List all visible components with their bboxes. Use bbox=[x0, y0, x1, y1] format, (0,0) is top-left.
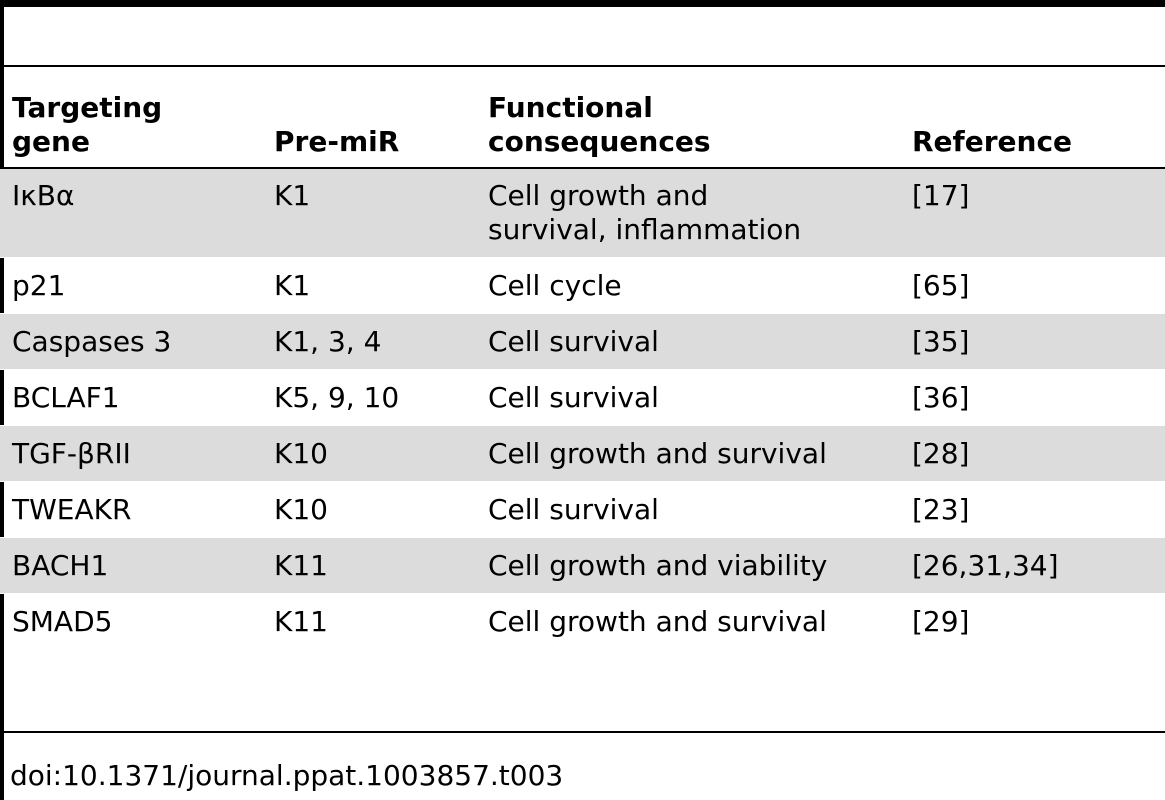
cell-pre-mir: K1 bbox=[274, 179, 311, 212]
cell-consequence: Cell growth and viability bbox=[488, 548, 828, 582]
table-row: SMAD5 K11 Cell growth and survival [29] bbox=[0, 593, 1165, 649]
cell-gene: IκBα bbox=[12, 179, 75, 212]
table-row: p21 K1 Cell cycle [65] bbox=[0, 257, 1165, 313]
cell-pre-mir: K11 bbox=[274, 548, 328, 582]
cell-gene: BACH1 bbox=[12, 548, 109, 582]
cell-reference: [35] bbox=[912, 324, 970, 358]
cell-pre-mir: K11 bbox=[274, 604, 328, 638]
top-rule bbox=[0, 0, 1165, 7]
cell-reference: [23] bbox=[912, 492, 970, 526]
header-reference: Reference bbox=[912, 125, 1073, 158]
table-row: TGF-βRII K10 Cell growth and survival [2… bbox=[0, 425, 1165, 481]
cell-reference: [29] bbox=[912, 604, 970, 638]
cell-reference: [28] bbox=[912, 436, 970, 470]
cell-pre-mir: K5, 9, 10 bbox=[274, 380, 400, 414]
cell-gene: TGF-βRII bbox=[12, 436, 131, 470]
left-border bbox=[0, 0, 4, 800]
header-functional-consequences: Functional consequences bbox=[488, 91, 711, 158]
table-row: BCLAF1 K5, 9, 10 Cell survival [36] bbox=[0, 369, 1165, 425]
cell-gene: BCLAF1 bbox=[12, 380, 120, 414]
header-top-rule bbox=[0, 65, 1165, 67]
cell-consequence: Cell growth and survival bbox=[488, 604, 827, 638]
table-row: TWEAKR K10 Cell survival [23] bbox=[0, 481, 1165, 537]
cell-consequence: Cell survival bbox=[488, 324, 659, 358]
table-bottom-rule bbox=[0, 731, 1165, 733]
cell-gene: p21 bbox=[12, 268, 66, 302]
table-row: Caspases 3 K1, 3, 4 Cell survival [35] bbox=[0, 313, 1165, 369]
data-table: Targeting gene Pre-miR Functional conseq… bbox=[0, 67, 1165, 649]
header-targeting-gene: Targeting gene bbox=[12, 91, 163, 158]
cell-gene: TWEAKR bbox=[12, 492, 132, 526]
table-row: IκBα K1 Cell growth and survival, inflam… bbox=[0, 169, 1165, 257]
cell-gene: SMAD5 bbox=[12, 604, 113, 638]
cell-consequence: Cell cycle bbox=[488, 268, 622, 302]
cell-reference: [65] bbox=[912, 268, 970, 302]
cell-pre-mir: K10 bbox=[274, 492, 328, 526]
cell-reference: [26,31,34] bbox=[912, 548, 1059, 582]
cell-reference: [36] bbox=[912, 380, 970, 414]
cell-reference: [17] bbox=[912, 179, 970, 212]
table-row: BACH1 K11 Cell growth and viability [26,… bbox=[0, 537, 1165, 593]
cell-pre-mir: K1 bbox=[274, 268, 311, 302]
cell-gene: Caspases 3 bbox=[12, 324, 172, 358]
cell-consequence: Cell survival bbox=[488, 380, 659, 414]
table-header-row: Targeting gene Pre-miR Functional conseq… bbox=[0, 67, 1165, 169]
cell-consequence: Cell survival bbox=[488, 492, 659, 526]
cell-consequence: Cell growth and survival bbox=[488, 436, 827, 470]
cell-pre-mir: K1, 3, 4 bbox=[274, 324, 382, 358]
header-pre-mir: Pre-miR bbox=[274, 125, 400, 158]
cell-consequence: Cell growth and survival, inflammation bbox=[488, 179, 802, 246]
cell-pre-mir: K10 bbox=[274, 436, 328, 470]
doi-caption: doi:10.1371/journal.ppat.1003857.t003 bbox=[10, 759, 564, 792]
